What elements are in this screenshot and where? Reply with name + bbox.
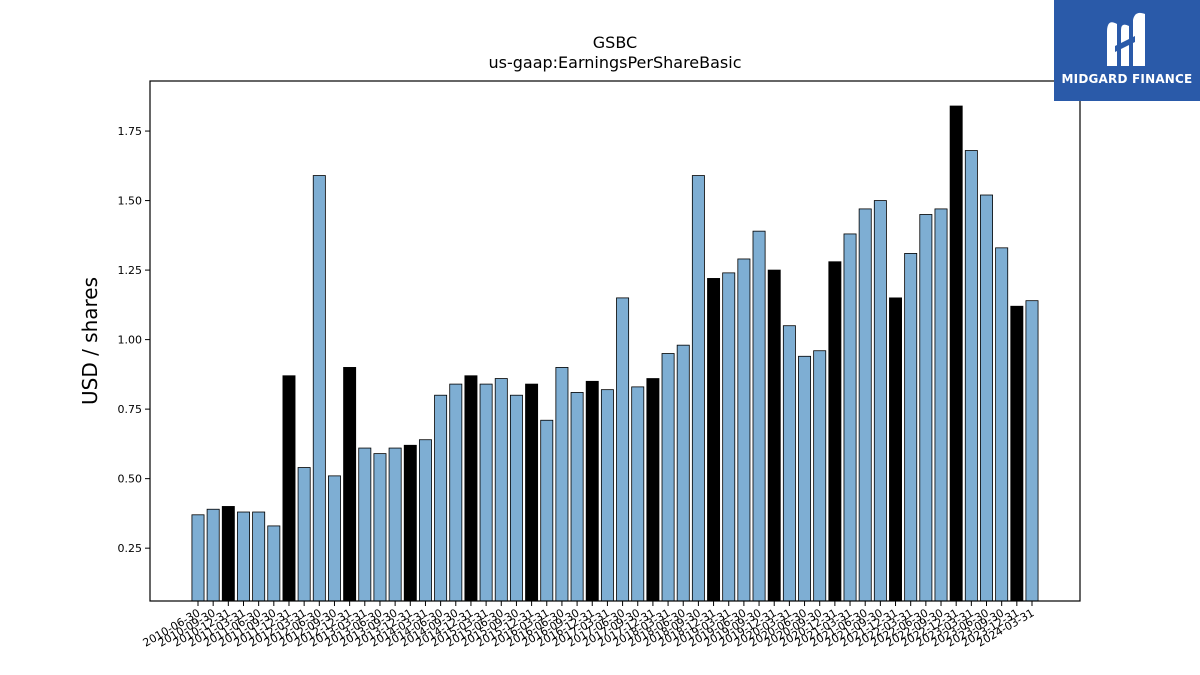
bar-2018-12-31 [707,278,721,602]
bar-2015-09-30 [509,394,523,602]
bar-2020-03-31 [782,325,796,602]
bar-2013-09-30 [388,447,402,602]
bar-2022-06-30 [919,214,933,602]
bar-2018-03-31 [661,353,675,602]
bar-2023-03-31 [964,150,978,602]
bar-2017-03-31 [600,389,614,602]
bar-2019-03-31 [722,272,736,602]
bar-2017-12-31 [646,378,660,602]
bar-2018-09-30 [691,175,705,602]
bar-2024-03-31 [1025,300,1039,602]
midgard-logo-mark-icon [1107,12,1145,67]
bar-2019-09-30 [752,230,766,602]
bar-2016-09-30 [570,392,584,602]
bar-2016-06-30 [555,367,569,602]
y-tick-label: 1.25 [118,264,143,277]
bar-2012-12-31 [343,367,357,602]
bar-2017-09-30 [631,386,645,602]
chart-subtitle: us-gaap:EarningsPerShareBasic [488,53,741,72]
bar-2013-06-30 [373,453,387,602]
bar-2022-03-31 [904,253,918,602]
y-tick-label: 0.25 [118,542,143,555]
y-tick-label: 1.50 [118,195,143,208]
bar-2014-06-30 [434,394,448,602]
bar-2010-12-31 [221,506,235,602]
bar-2022-12-31 [949,105,963,602]
bar-2019-12-31 [767,269,781,602]
bar-2012-09-30 [328,475,341,602]
bar-2011-03-31 [237,511,250,602]
bar-2016-03-31 [540,419,554,602]
bars-group [191,105,1039,602]
y-axis: 0.25 0.50 0.75 1.00 1.25 1.50 1.75 [118,125,150,555]
bar-2014-12-31 [464,375,478,602]
bar-2011-12-31 [282,375,296,602]
bar-2023-06-30 [980,194,993,602]
bar-2015-12-31 [525,383,539,602]
bar-2013-03-31 [358,447,372,602]
chart-title: GSBC [593,33,637,52]
bar-2019-06-30 [737,258,751,602]
bar-2023-12-31 [1010,305,1024,602]
x-axis: 2010-06-302010-09-302010-12-312011-03-31… [141,601,1037,650]
bar-2013-12-31 [403,444,417,602]
bar-2020-09-30 [813,350,827,602]
bar-2020-06-30 [798,355,812,602]
logo-text: MIDGARD FINANCE [1061,72,1193,86]
y-tick-label: 0.75 [118,403,143,416]
bar-2021-09-30 [873,200,887,602]
bar-2012-03-31 [297,467,311,602]
bar-2014-03-31 [418,439,432,602]
plot-frame [149,80,1081,602]
y-axis-label: USD / shares [78,277,102,405]
bar-2017-06-30 [616,297,630,602]
bar-2015-06-30 [494,378,508,602]
bar-2010-06-30 [191,514,205,602]
y-tick-label: 1.00 [118,334,143,347]
bar-2023-09-30 [995,247,1009,602]
y-tick-label: 1.75 [118,125,143,138]
bar-2011-06-30 [252,511,266,602]
bar-2010-09-30 [206,508,220,602]
bar-2018-06-30 [676,344,690,602]
midgard-finance-logo: MIDGARD FINANCE [1054,0,1200,101]
bar-2014-09-30 [449,383,463,602]
bar-2021-06-30 [858,208,872,602]
y-tick-label: 0.50 [118,473,143,486]
bar-2012-06-30 [312,175,326,602]
bar-2015-03-31 [479,383,493,602]
bar-2011-09-30 [267,525,281,602]
bar-2016-12-31 [585,380,599,602]
bar-2022-09-30 [934,208,948,602]
bar-2021-12-31 [889,297,902,602]
bar-2020-12-31 [828,261,842,602]
bar-2021-03-31 [843,233,857,602]
